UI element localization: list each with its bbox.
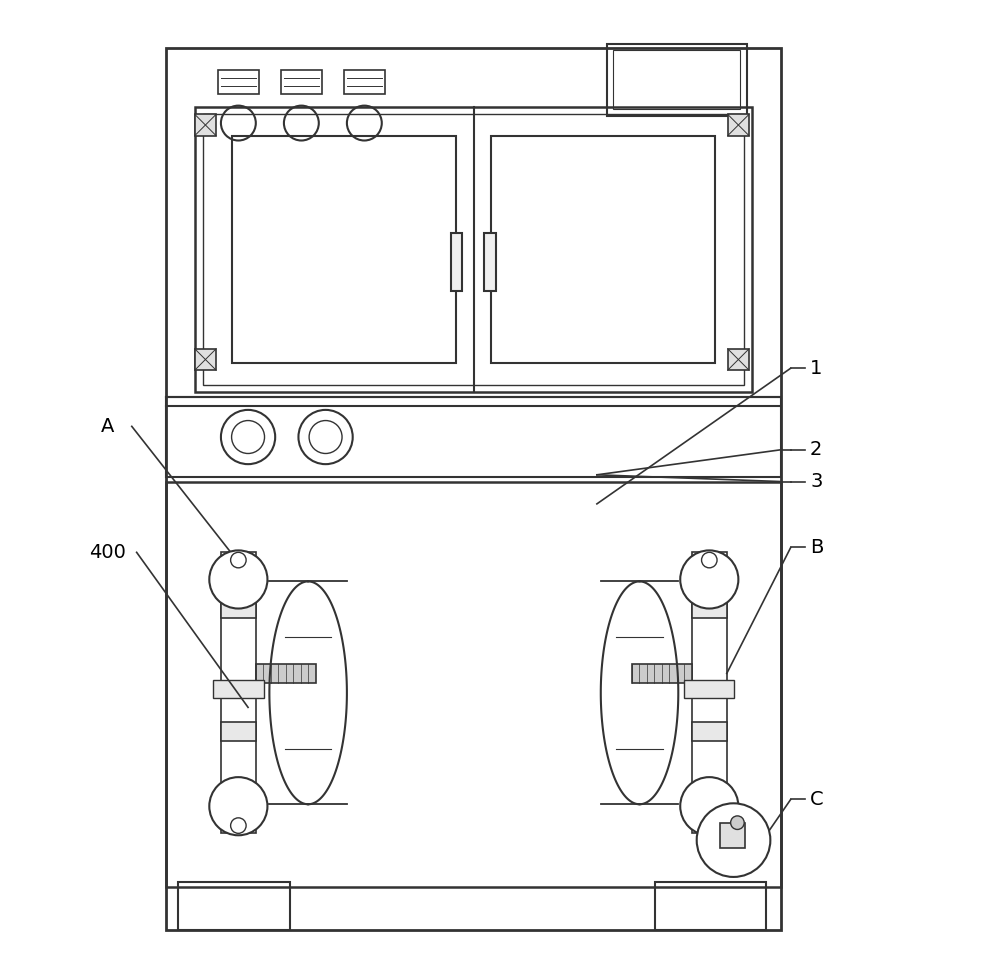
Bar [728,114,749,136]
Bar [195,349,216,370]
Bar [607,44,747,116]
Bar [491,136,715,363]
Bar [218,71,259,95]
Bar [728,349,749,370]
Text: 400: 400 [89,543,126,562]
Bar [684,680,734,698]
Circle shape [231,818,246,833]
Text: B: B [810,538,823,557]
Circle shape [702,552,717,568]
Bar [256,664,316,683]
Circle shape [731,816,744,829]
Bar [698,568,721,597]
Bar [221,552,256,833]
Bar [227,795,250,824]
Bar [613,50,740,109]
Bar [632,664,692,683]
Bar [195,114,216,136]
Bar [166,482,781,887]
Text: 2: 2 [810,440,822,459]
Bar [166,48,781,930]
Bar [227,568,250,597]
Bar [166,397,781,477]
Circle shape [209,777,267,835]
Text: C: C [810,790,824,809]
Circle shape [209,550,267,609]
Bar [232,136,456,363]
Bar [178,882,290,930]
Text: A: A [101,417,114,436]
Bar [213,680,264,698]
Bar [221,599,256,618]
Bar [692,552,727,833]
Circle shape [680,777,738,835]
Bar [203,114,744,385]
Circle shape [697,803,770,877]
Bar [692,599,727,618]
Text: 3: 3 [810,472,822,491]
Bar [655,882,766,930]
Bar [451,233,462,291]
Bar [698,795,721,824]
Text: 1: 1 [810,359,822,378]
Bar [281,71,322,95]
Bar [344,71,385,95]
Bar [221,722,256,741]
Bar [195,107,752,392]
Bar [692,722,727,741]
Circle shape [231,552,246,568]
Bar [484,233,496,291]
Bar [720,823,745,848]
Circle shape [680,550,738,609]
Circle shape [702,818,717,833]
